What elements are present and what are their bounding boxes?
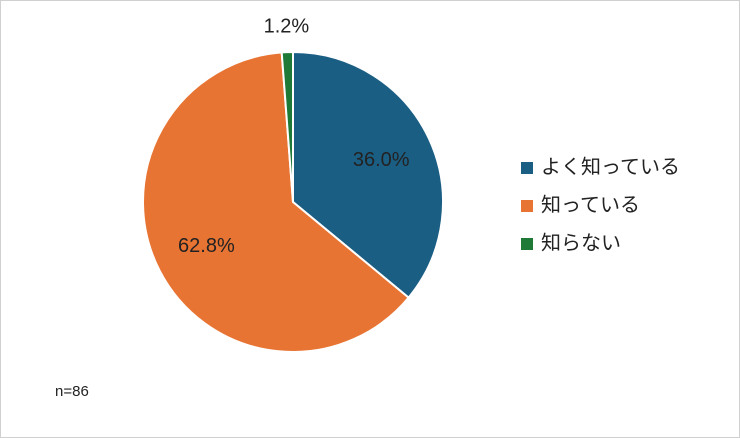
legend-label: 知っている xyxy=(541,193,640,216)
data-label: 36.0% xyxy=(353,149,410,171)
pie-slice xyxy=(142,51,410,353)
data-label: 1.2% xyxy=(264,15,310,37)
pie-slice xyxy=(292,50,444,300)
legend-swatch xyxy=(521,162,533,174)
legend-swatch xyxy=(521,238,533,250)
legend-label: 知らない xyxy=(541,231,621,254)
annotation: n=86 xyxy=(55,383,89,400)
pie-slice xyxy=(280,50,294,203)
data-label: 62.8% xyxy=(178,235,235,257)
legend-swatch xyxy=(521,200,533,212)
legend-label: よく知っている xyxy=(541,155,680,178)
